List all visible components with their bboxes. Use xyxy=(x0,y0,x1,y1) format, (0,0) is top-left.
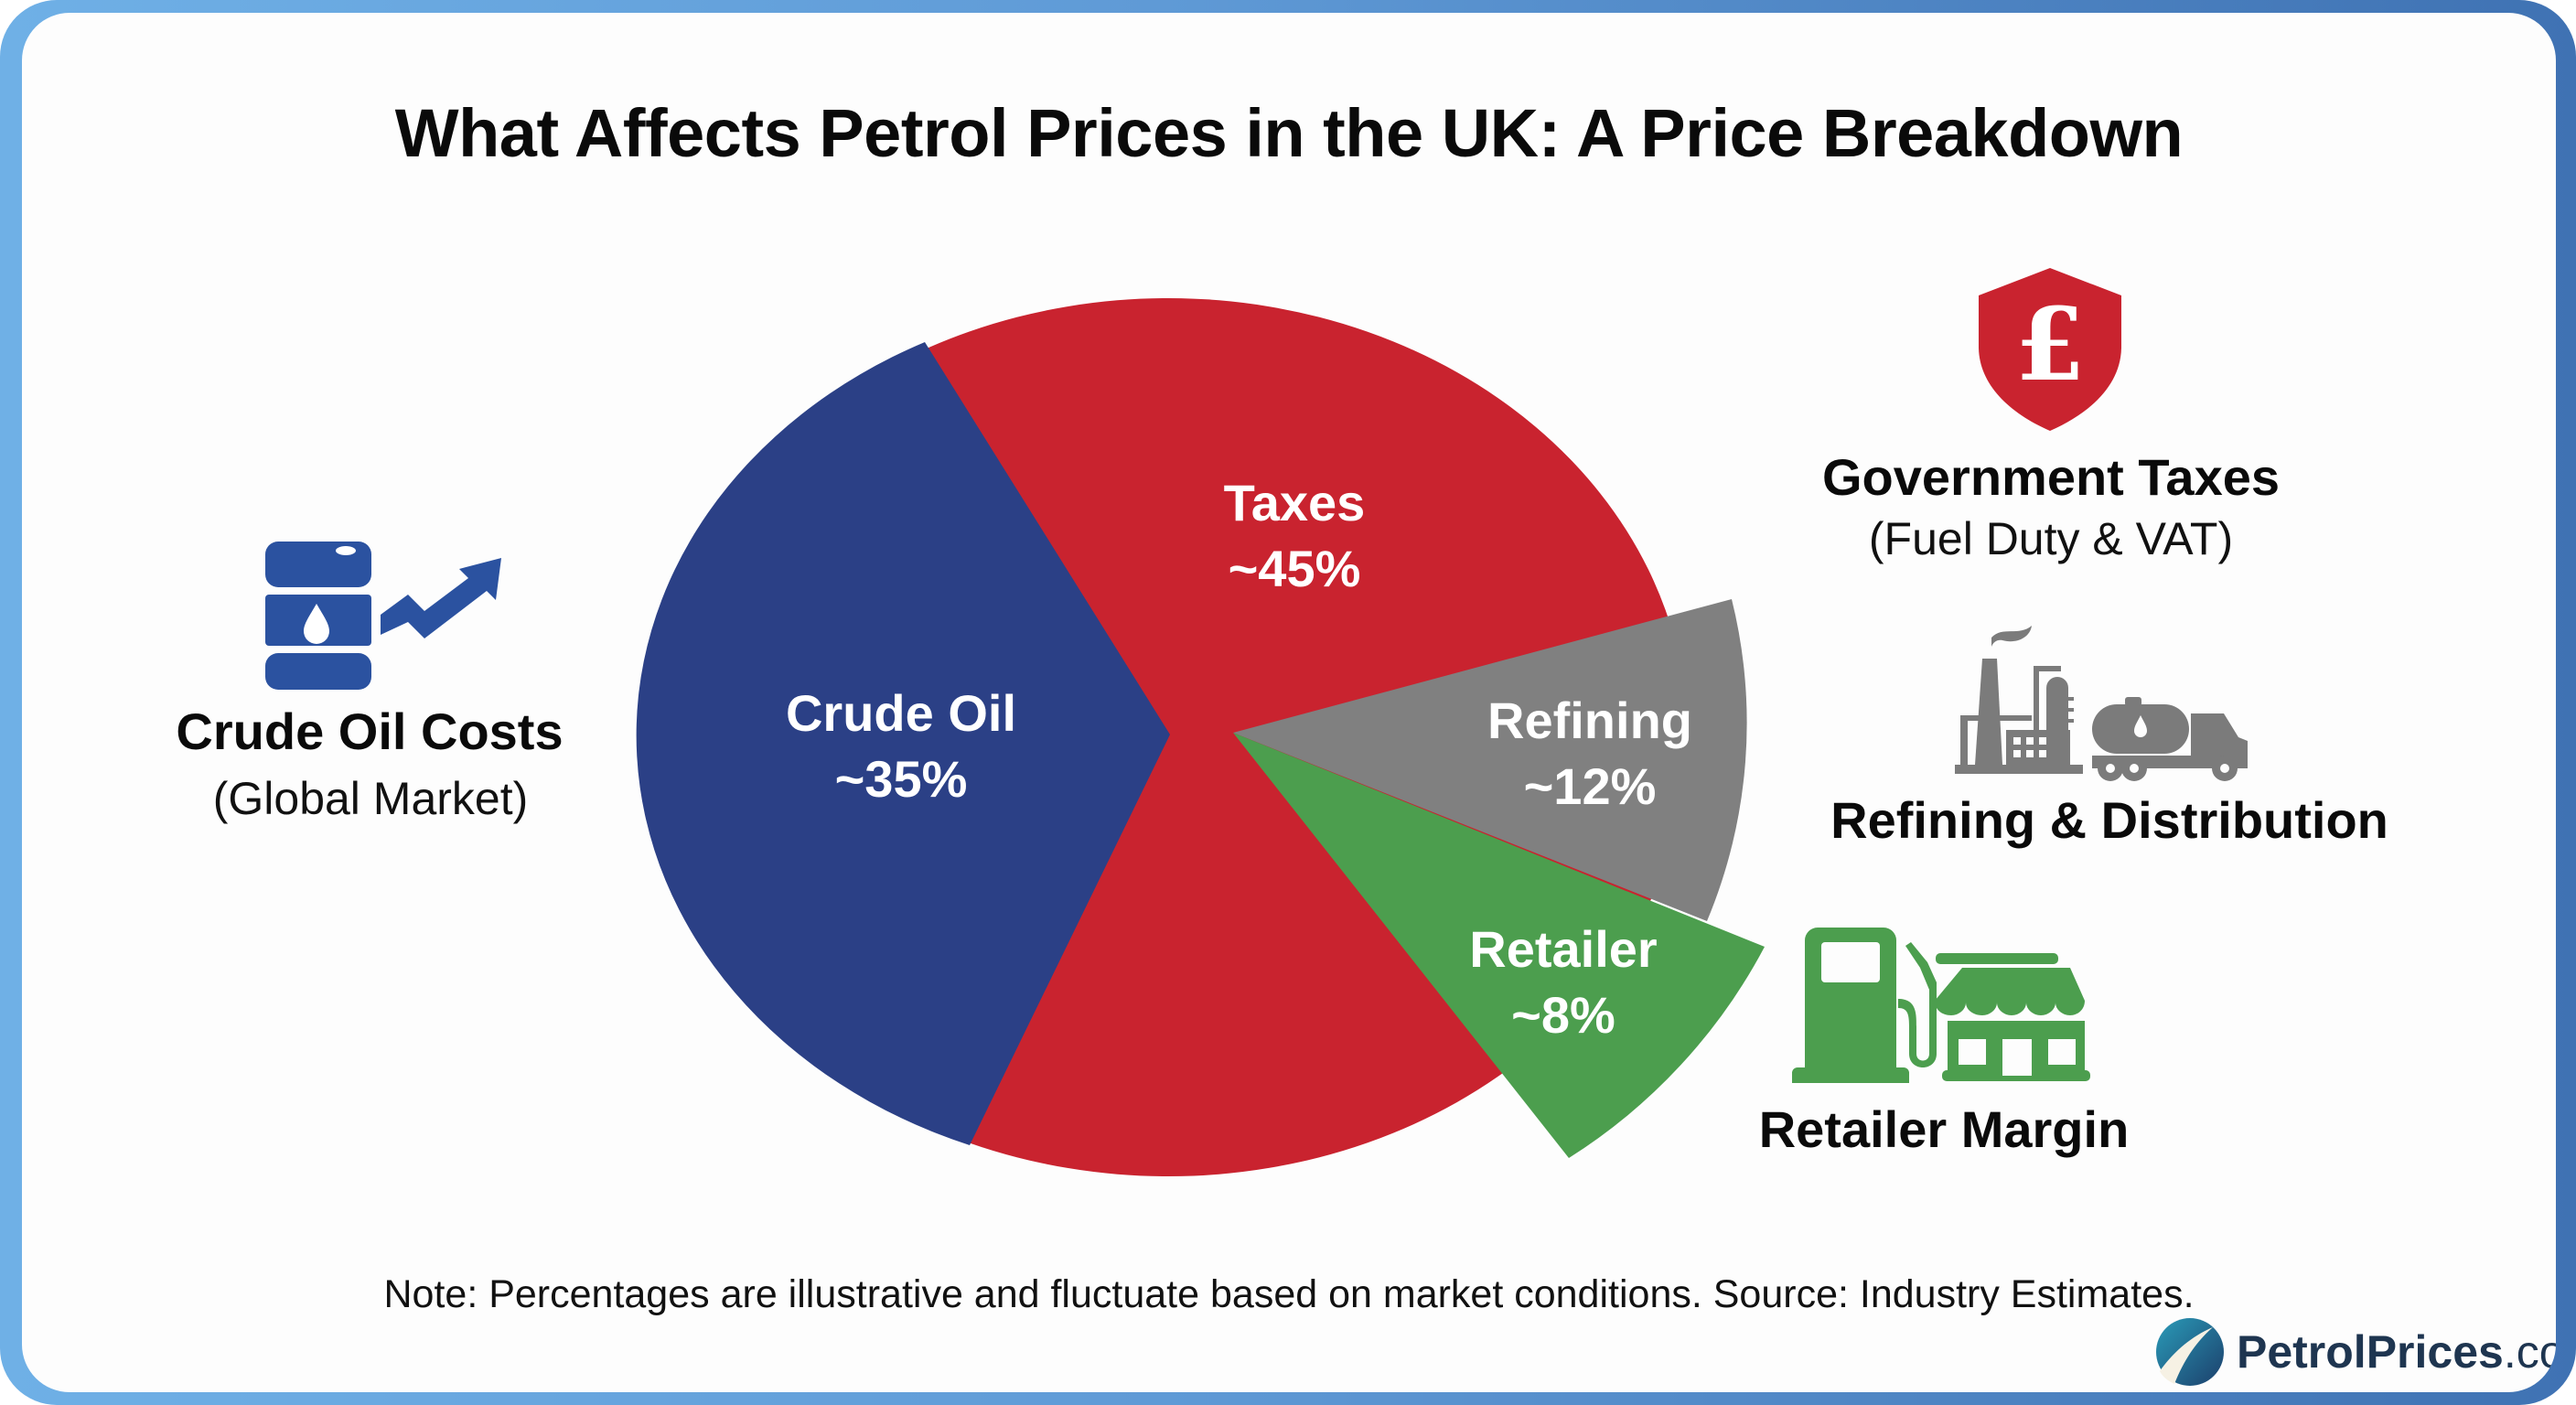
slice-value: ~45% xyxy=(1228,540,1361,597)
footnote: Note: Percentages are illustrative and f… xyxy=(383,1272,2195,1316)
pound-shield-icon: £ xyxy=(1979,268,2121,431)
slice-name: Retailer xyxy=(1469,920,1658,978)
logo-suffix: .co.uk xyxy=(2503,1326,2556,1378)
callout-title-taxes: Government Taxes xyxy=(1821,448,2281,506)
svg-text:£: £ xyxy=(2015,285,2086,403)
callout-title-crude: Crude Oil Costs xyxy=(176,702,564,760)
pie-slice-retailer xyxy=(1233,733,1765,1158)
pie-slice-crude-oil xyxy=(636,342,1170,1145)
pie-label-retailer: Retailer ~8% xyxy=(1469,917,1657,1048)
refinery-tanker-truck-icon xyxy=(1955,626,2248,781)
pie-label-refining: Refining ~12% xyxy=(1487,688,1692,820)
pie-chart xyxy=(636,298,1765,1176)
callout-title-retailer: Retailer Margin xyxy=(1758,1100,2130,1158)
callout-subtitle-crude: (Global Market) xyxy=(212,773,529,824)
pie-slice-refining xyxy=(1233,599,1747,921)
slice-value: ~8% xyxy=(1511,986,1615,1044)
infographic-panel: What Affects Petrol Prices in the UK: A … xyxy=(22,13,2556,1392)
slice-name: Refining xyxy=(1487,692,1692,749)
slice-name: Crude Oil xyxy=(785,684,1017,742)
pie-label-crude-oil: Crude Oil ~35% xyxy=(786,681,1016,812)
slice-value: ~35% xyxy=(834,750,968,808)
logo-text: PetrolPrices.co.uk xyxy=(2237,1325,2556,1378)
oil-barrel-rising-arrow-icon xyxy=(265,542,501,690)
chart-title: What Affects Petrol Prices in the UK: A … xyxy=(394,95,2184,171)
pie-label-taxes: Taxes ~45% xyxy=(1224,470,1366,602)
logo-road-icon xyxy=(2156,1318,2224,1386)
fuel-pump-shop-icon xyxy=(1792,928,2090,1083)
slice-value: ~12% xyxy=(1523,757,1657,815)
callout-title-refining: Refining & Distribution xyxy=(1830,791,2388,849)
callout-subtitle-taxes: (Fuel Duty & VAT) xyxy=(1868,513,2234,564)
slice-name: Taxes xyxy=(1223,474,1366,531)
logo-brand: PetrolPrices xyxy=(2237,1326,2504,1378)
petrolprices-logo[interactable]: PetrolPrices.co.uk xyxy=(2154,1315,2556,1389)
